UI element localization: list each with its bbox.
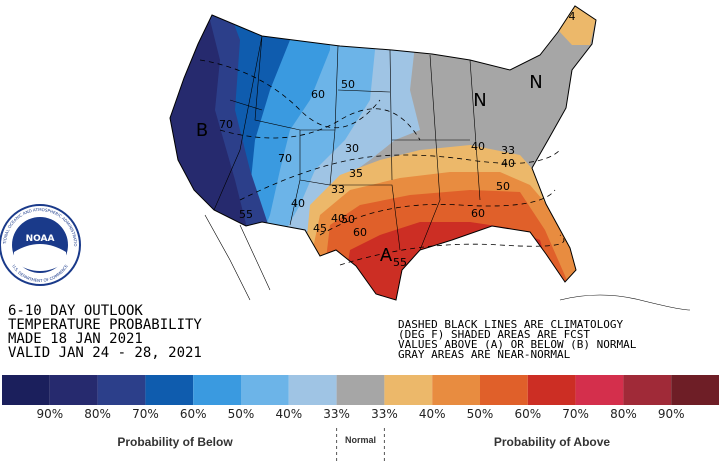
legend-label: 70% — [132, 407, 159, 421]
caribbean-lines — [559, 294, 691, 311]
legend-swatch — [480, 375, 528, 405]
map-label: N — [529, 72, 542, 93]
legend-swatch — [623, 375, 672, 405]
map-label: 60 — [353, 226, 367, 239]
legend-swatch — [336, 375, 385, 405]
legend-swatch — [527, 375, 576, 405]
us-outline — [169, 5, 597, 301]
logo-ring-top: NATIONAL OCEANIC AND ATMOSPHERIC ADMINIS… — [0, 0, 78, 247]
legend-swatch — [2, 375, 50, 405]
legend-swatch — [49, 375, 98, 405]
map-label: 50 — [496, 180, 510, 193]
map-label: 40 — [471, 140, 485, 153]
map-label: 4 — [569, 10, 576, 23]
legend-label: 33% — [371, 407, 398, 421]
state-lines — [213, 35, 481, 251]
legend-normal: Normal — [345, 435, 376, 445]
legend-label: 90% — [658, 407, 685, 421]
map-label: 30 — [345, 142, 359, 155]
map-label: 33 — [501, 144, 515, 157]
mexico-lines — [204, 214, 271, 301]
logo-wave — [14, 244, 66, 271]
map-label: 55 — [393, 256, 407, 269]
legend-label: 40% — [419, 407, 446, 421]
legend-label: 60% — [514, 407, 541, 421]
map-label: 60 — [471, 207, 485, 220]
title-line: MADE 18 JAN 2021 — [8, 331, 143, 347]
map-label: 70 — [219, 118, 233, 131]
map-label: A — [380, 245, 393, 266]
title-line: VALID JAN 24 - 28, 2021 — [8, 345, 202, 361]
legend-label: 90% — [36, 407, 63, 421]
legend-label: 60% — [180, 407, 207, 421]
legend-swatch — [241, 375, 289, 405]
logo-name: NOAA — [26, 234, 55, 244]
map-label: 40 — [501, 157, 515, 170]
map-label: 45 — [313, 222, 327, 235]
title-line: TEMPERATURE PROBABILITY — [8, 317, 202, 333]
legend-label: 80% — [84, 407, 111, 421]
legend-label: 33% — [323, 407, 350, 421]
legend-swatch — [671, 375, 719, 405]
legend-below: Probability of Below — [117, 435, 233, 449]
legend-label: 80% — [610, 407, 637, 421]
legend-label: 50% — [467, 407, 494, 421]
legend-swatch — [97, 375, 146, 405]
map-label: 70 — [278, 152, 292, 165]
legend: 90% 80% 70% 60% 50% 40% 33% 33% 40% 50% 60% 70% 80% 9… — [2, 375, 719, 462]
map-label: 40 — [291, 197, 305, 210]
legend-label: 50% — [228, 407, 255, 421]
noaa-logo: NOAA NATIONAL OCEANIC AND ATMOSPHERIC AD… — [0, 0, 81, 286]
map-label: 33 — [331, 183, 345, 196]
note-line: (DEG F) SHADED AREAS ARE FCST — [398, 328, 590, 341]
legend-swatch — [432, 375, 480, 405]
legend-label: 70% — [562, 407, 589, 421]
map-label: 50 — [341, 213, 355, 226]
map-label: 50 — [341, 78, 355, 91]
legend-label: 40% — [275, 407, 302, 421]
note-block: DASHED BLACK LINES ARE CLIMATOLOGY(DEG F… — [398, 318, 637, 361]
map-label: 60 — [311, 88, 325, 101]
legend-swatch — [384, 375, 433, 405]
map-label: 55 — [239, 208, 253, 221]
legend-swatch — [288, 375, 337, 405]
map-label: B — [196, 120, 208, 141]
note-line: VALUES ABOVE (A) OR BELOW (B) NORMAL — [398, 338, 637, 351]
legend-swatch — [145, 375, 194, 405]
title-line: 6-10 DAY OUTLOOK — [8, 303, 143, 319]
note-line: GRAY AREAS ARE NEAR-NORMAL — [398, 348, 571, 361]
climatology-contours — [199, 59, 565, 266]
map-label: N — [473, 90, 486, 111]
note-line: DASHED BLACK LINES ARE CLIMATOLOGY — [398, 318, 624, 331]
map-label: 35 — [349, 167, 363, 180]
legend-swatch — [193, 375, 241, 405]
legend-above: Probability of Above — [494, 435, 611, 449]
legend-swatch — [575, 375, 624, 405]
map-label: 40 — [331, 212, 345, 225]
